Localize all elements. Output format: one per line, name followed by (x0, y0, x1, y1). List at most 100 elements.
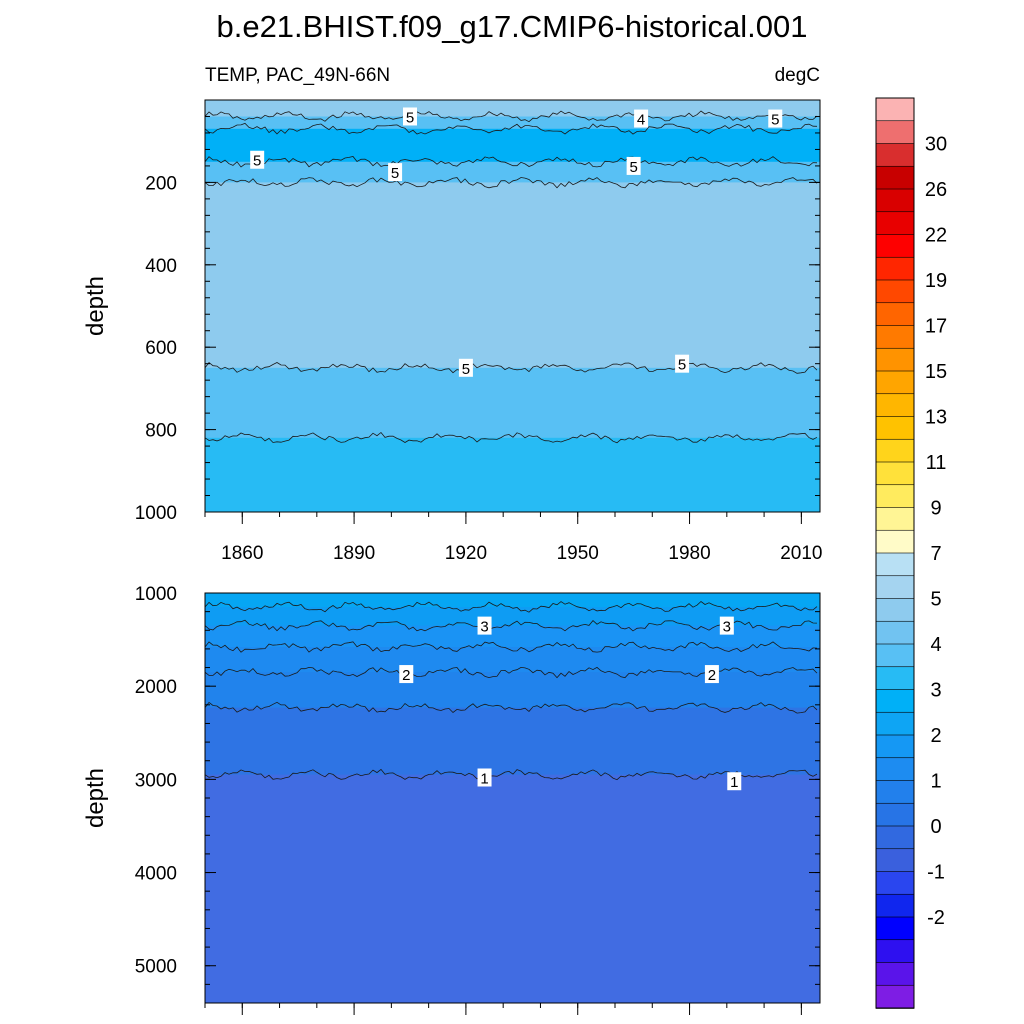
contour-label-box (399, 665, 414, 684)
colorbar-label: 7 (930, 543, 941, 565)
contour-band (205, 437, 820, 512)
contour-line (205, 362, 818, 374)
colorbar-label: 22 (925, 225, 947, 247)
colorbar-swatch (875, 825, 915, 850)
contour-label: 1 (730, 774, 738, 791)
colorbar-label: 1 (930, 771, 941, 793)
colorbar-swatch (875, 438, 915, 463)
colorbar-swatch (875, 780, 915, 805)
contour-band (205, 128, 820, 163)
contour-line (205, 122, 818, 135)
y-tick-label: 5000 (135, 957, 177, 978)
colorbar-swatch (875, 120, 915, 145)
colorbar-swatch (875, 507, 915, 532)
contour-label: 5 (462, 361, 470, 378)
colorbar-swatch (875, 575, 915, 600)
colorbar-label: 4 (930, 634, 941, 656)
x-tick-label: 1860 (221, 543, 263, 564)
y-tick-label: 1000 (135, 584, 177, 605)
colorbar-label: 2 (930, 725, 941, 747)
colorbar-swatch (875, 302, 915, 327)
colorbar-swatch (875, 962, 915, 987)
contour-line (205, 641, 818, 653)
lower-panel: 1000 2000 3000 4000 5000 3 3 2 2 1 1 depth (82, 584, 821, 1015)
contour-band (205, 774, 820, 1003)
y-tick-label: 600 (145, 338, 177, 359)
colorbar-swatch (875, 484, 915, 509)
upper-panel: 200 400 600 800 1000 1860 1890 1920 1950 1980 2010… (82, 99, 823, 564)
contour-label: 3 (480, 619, 488, 636)
x-tick-label: 1950 (557, 543, 599, 564)
contour-label-box (250, 150, 265, 169)
colorbar-label: 5 (930, 589, 941, 611)
y-tick-label: 400 (145, 256, 177, 277)
contour-line (205, 110, 818, 123)
contour-label: 5 (771, 112, 779, 129)
contour-band (205, 161, 820, 184)
contour-label-box (477, 616, 492, 635)
colorbar-swatch (875, 666, 915, 691)
colorbar-swatch (875, 347, 915, 372)
colorbar-swatch (875, 939, 915, 964)
colorbar-swatch (875, 643, 915, 668)
y-tick-label: 1000 (135, 503, 177, 524)
colorbar-label: 9 (930, 498, 941, 520)
colorbar-swatch (875, 97, 915, 122)
colorbar-swatch (875, 757, 915, 782)
y-tick-label: 3000 (135, 770, 177, 791)
colorbar-label: 19 (925, 270, 947, 292)
contour-label: 5 (678, 357, 686, 374)
colorbar-label: -1 (927, 862, 945, 884)
colorbar-swatch (875, 984, 915, 1009)
colorbar-swatch (875, 143, 915, 168)
colorbar-swatch (875, 529, 915, 554)
colorbar-swatch (875, 734, 915, 759)
contour-label: 5 (629, 159, 637, 176)
y-tick-label: 4000 (135, 864, 177, 885)
contour-label-box (719, 616, 734, 635)
contour-band (205, 182, 820, 369)
contour-band (205, 607, 820, 627)
contour-line (205, 619, 818, 632)
contour-label: 1 (480, 771, 488, 788)
plot-area (205, 593, 820, 1003)
contour-label-box (634, 109, 649, 128)
colorbar-label: 3 (930, 680, 941, 702)
colorbar: 30 26 22 19 17 15 13 11 9 7 5 4 3 2 1 0 -1 -2 (875, 97, 947, 1009)
colorbar-label: 11 (926, 452, 947, 474)
colorbar-swatch (875, 279, 915, 304)
colorbar-swatch (875, 256, 915, 281)
colorbar-label: 17 (925, 316, 947, 338)
colorbar-swatch (875, 393, 915, 418)
contour-label: 3 (723, 619, 731, 636)
colorbar-frame (875, 97, 915, 1009)
x-tick-label: 2010 (780, 543, 822, 564)
plot-frame (204, 99, 821, 513)
contour-line (205, 600, 818, 613)
colorbar-swatch (875, 211, 915, 236)
colorbar-swatch (875, 871, 915, 896)
colorbar-label: 26 (925, 179, 947, 201)
colorbar-swatch (875, 188, 915, 213)
colorbar-swatch (875, 598, 915, 623)
y-axis-label: depth (82, 276, 109, 336)
colorbar-swatch (875, 848, 915, 873)
contour-band (205, 625, 820, 648)
colorbar-swatch (875, 234, 915, 259)
chart-units-label: degC (775, 65, 820, 86)
contour-label: 2 (708, 667, 716, 684)
contour-line (205, 156, 818, 168)
contour-label-box (704, 665, 719, 684)
contour-label: 5 (406, 109, 414, 126)
contour-label-box (768, 109, 783, 128)
colorbar-swatch (875, 325, 915, 350)
colorbar-swatch (875, 916, 915, 941)
contour-label-box (403, 107, 417, 126)
contour-band (205, 116, 820, 130)
colorbar-swatch (875, 370, 915, 395)
x-tick-label: 1980 (668, 543, 710, 564)
contour-label-box (477, 768, 492, 787)
contour-label: 5 (253, 153, 261, 170)
chart-subtitle-left: TEMP, PAC_49N-66N (205, 65, 390, 86)
colorbar-label: 13 (925, 407, 947, 429)
